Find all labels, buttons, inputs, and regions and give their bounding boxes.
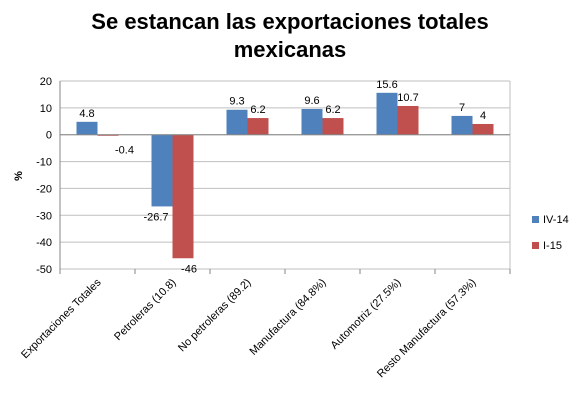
y-tick-label: 20 [40,76,52,88]
data-label: 6.2 [325,104,340,116]
x-category-label: Petroleras (10.8) [112,277,178,343]
x-category-label: No petroleras (89.2) [176,277,254,355]
legend: IV-14 I-15 [532,214,569,252]
x-category-label: Automotriz (27.5%) [329,277,404,352]
data-label: 4.8 [79,108,94,120]
data-label: -26.7 [143,211,168,223]
data-label: 6.2 [250,104,265,116]
x-category-label: Manufactura (84.8%) [248,277,329,358]
data-label: -46 [181,263,197,275]
bar-i-15 [472,123,494,135]
y-tick-label: -20 [36,183,52,195]
gridlines [60,80,510,270]
y-tick-label: -10 [36,157,52,169]
y-tick-label: -50 [36,264,52,276]
bar-iv-14 [151,134,173,207]
bar-i-15 [397,105,419,135]
y-axis-label: % [13,171,25,181]
data-label: -0.4 [115,145,134,157]
bar-i-15 [322,118,344,135]
bars [76,92,494,259]
legend-label: IV-14 [543,214,569,226]
legend-swatch [532,216,539,223]
bar-i-15 [247,118,269,135]
data-label: 9.3 [229,96,244,108]
data-label: 4 [480,110,486,122]
data-label: 7 [459,102,465,114]
x-category-label: Exportaciones Totales [19,276,104,361]
legend-label: I-15 [543,240,562,252]
bar-i-15 [97,134,119,136]
bar-iv-14 [301,108,323,135]
chart-title-line-1: Se estancan las exportaciones totales [91,9,488,34]
y-tick-label: -40 [36,237,52,249]
bar-i-15 [172,134,194,259]
data-label: 10.7 [397,92,418,104]
data-label: 15.6 [376,79,397,91]
bar-iv-14 [226,109,248,135]
legend-swatch [532,242,539,249]
y-tick-label: 10 [40,103,52,115]
bar-iv-14 [451,115,473,135]
y-tick-label: 0 [46,130,52,142]
bar-iv-14 [376,92,398,135]
data-labels: 4.8 -26.7 9.3 9.6 15.6 7 -0.4 -46 6.2 6.2 10.7 4 [79,79,486,275]
chart-title-line-2: mexicanas [234,37,347,62]
data-label: 9.6 [304,95,319,107]
y-tick-label: -30 [36,210,52,222]
bar-iv-14 [76,121,98,135]
